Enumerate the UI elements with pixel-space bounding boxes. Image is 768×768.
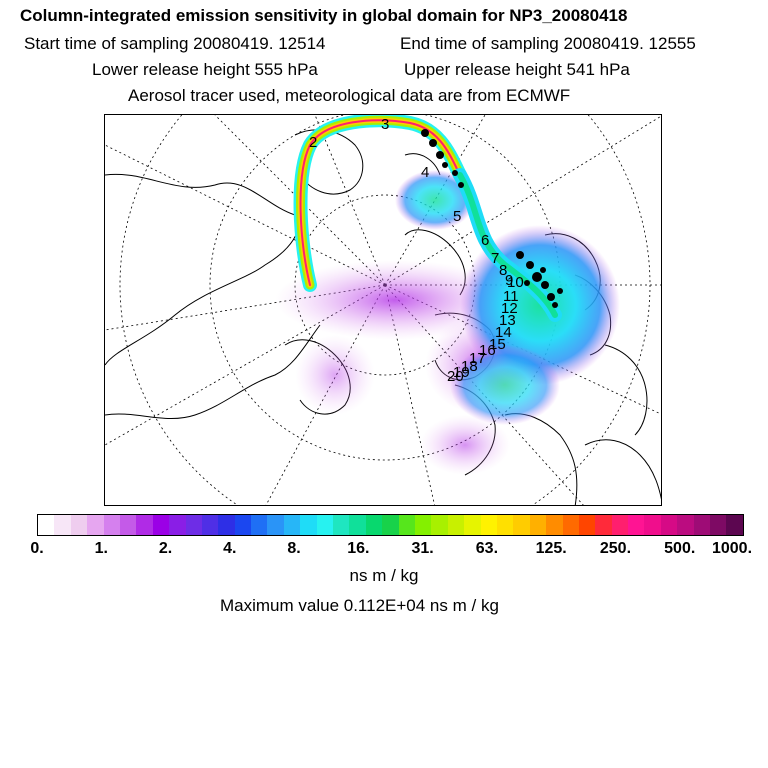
colorbar-tick-label: 4. xyxy=(223,540,237,557)
colorbar-tick-label: 31. xyxy=(411,540,434,557)
colorbar-segment xyxy=(513,515,530,535)
colorbar-segment xyxy=(628,515,645,535)
colorbar-segment xyxy=(414,515,432,535)
colorbar-segment xyxy=(136,515,153,535)
colorbar-segment xyxy=(431,515,448,535)
track-label: 6 xyxy=(481,232,489,249)
end-time-text: End time of sampling 20080419. 12555 xyxy=(400,34,696,53)
colorbar-tick-label: 8. xyxy=(287,540,301,557)
colorbar-segment xyxy=(496,515,514,535)
colorbar-segment xyxy=(87,515,104,535)
colorbar-segment xyxy=(300,515,317,535)
colorbar-segment xyxy=(152,515,170,535)
colorbar-segment xyxy=(169,515,186,535)
upper-height-text: Upper release height 541 hPa xyxy=(404,60,630,79)
colorbar-tick-label: 250. xyxy=(599,540,632,557)
colorbar-tick-label: 2. xyxy=(158,540,173,557)
colorbar-segment xyxy=(726,515,743,535)
track-label: 3 xyxy=(381,116,389,133)
track-labels: 2 3 4 5 6 7 8 9 10 11 12 13 14 15 16 17 … xyxy=(309,116,524,385)
colorbar-segment xyxy=(693,515,711,535)
colorbar-segment xyxy=(38,515,55,535)
track-label: 7 xyxy=(491,250,499,267)
track-label: 17 xyxy=(469,350,486,367)
measurement-points xyxy=(421,129,563,308)
lower-height-text: Lower release height 555 hPa xyxy=(92,60,318,79)
colorbar-segment xyxy=(382,515,399,535)
max-value-text: Maximum value 0.112E+04 ns m / kg xyxy=(220,596,499,615)
colorbar-tick-label: 500. xyxy=(664,540,696,557)
map-canvas: 2 3 4 5 6 7 8 9 10 11 12 13 14 15 16 17 … xyxy=(105,115,661,505)
colorbar-segment xyxy=(119,515,137,535)
colorbar-segment xyxy=(103,515,120,535)
colorbar-tick-label: 63. xyxy=(475,540,499,557)
colorbar-segment xyxy=(611,515,629,535)
track-label: 2 xyxy=(309,134,317,151)
colorbar-segment xyxy=(70,515,88,535)
track-label: 11 xyxy=(503,288,519,305)
colorbar-segment xyxy=(447,515,465,535)
colorbar-segment xyxy=(562,515,579,535)
colorbar-segment xyxy=(218,515,235,535)
colorbar-ticks: 0. 1. 2. 4. 8. 16. 31. 63. 125. 250. 500. 1000. xyxy=(0,540,768,560)
track-label: 10 xyxy=(507,274,524,291)
track-label: 18 xyxy=(461,358,478,375)
colorbar-tick-label: 0. xyxy=(30,540,44,557)
colorbar-segment xyxy=(54,515,71,535)
colorbar-tick-label: 125. xyxy=(535,540,567,557)
colorbar xyxy=(37,514,744,536)
track-label: 9 xyxy=(505,272,513,289)
track-label: 15 xyxy=(489,336,506,353)
colorbar-segment xyxy=(251,515,268,535)
colorbar-segment xyxy=(595,515,612,535)
units-label: ns m / kg xyxy=(349,566,419,585)
colorbar-tick-label: 16. xyxy=(347,540,370,557)
emission-sensitivity-field xyxy=(275,170,620,475)
track-label: 19 xyxy=(453,364,470,381)
start-time-text: Start time of sampling 20080419. 12514 xyxy=(24,34,326,53)
colorbar-segment xyxy=(185,515,202,535)
colorbar-tick-label: 1. xyxy=(94,540,108,557)
colorbar-segment xyxy=(710,515,727,535)
polar-map: 2 3 4 5 6 7 8 9 10 11 12 13 14 15 16 17 … xyxy=(104,114,662,506)
colorbar-tick-label: 1000. xyxy=(711,540,753,557)
plot-title: Column-integrated emission sensitivity i… xyxy=(20,6,628,25)
colorbar-segment xyxy=(333,515,350,535)
colorbar-segment xyxy=(398,515,415,535)
colorbar-segment xyxy=(283,515,301,535)
colorbar-segment xyxy=(234,515,252,535)
aerosol-note-text: Aerosol tracer used, meteorological data… xyxy=(128,86,571,105)
track-label: 14 xyxy=(495,324,512,341)
colorbar-segment xyxy=(349,515,366,535)
colorbar-segment xyxy=(529,515,547,535)
trajectory-band xyxy=(293,115,562,322)
track-label: 12 xyxy=(501,300,518,317)
colorbar-segment xyxy=(316,515,334,535)
colorbar-segment xyxy=(464,515,481,535)
colorbar-segment xyxy=(660,515,678,535)
track-label: 8 xyxy=(499,262,507,279)
colorbar-segment xyxy=(201,515,219,535)
colorbar-segment xyxy=(546,515,563,535)
track-label: 20 xyxy=(447,368,464,385)
track-label: 13 xyxy=(499,312,516,329)
track-label: 16 xyxy=(479,342,496,359)
track-label: 5 xyxy=(453,208,461,225)
colorbar-segment xyxy=(480,515,497,535)
track-label: 4 xyxy=(421,164,429,181)
colorbar-segment xyxy=(644,515,661,535)
colorbar-segment xyxy=(365,515,383,535)
colorbar-segment xyxy=(267,515,284,535)
colorbar-segment xyxy=(677,515,694,535)
colorbar-segment xyxy=(578,515,596,535)
